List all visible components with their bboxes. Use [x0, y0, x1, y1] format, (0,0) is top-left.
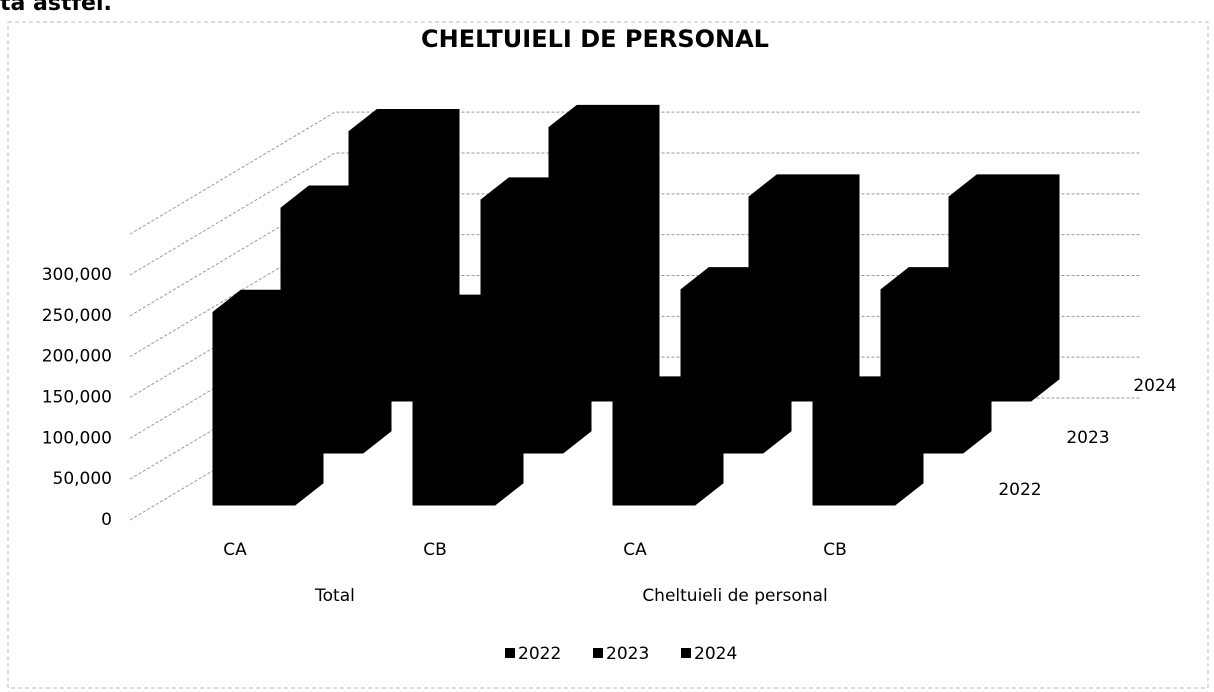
x-tick-label: CB: [423, 540, 447, 560]
legend-label: 2023: [606, 644, 649, 664]
legend-swatch: [681, 648, 691, 658]
y-tick-label: 150,000: [42, 388, 112, 408]
header-text: ta astfel.: [0, 0, 112, 16]
legend-label: 2024: [694, 644, 737, 664]
y-tick-label: 100,000: [42, 428, 112, 448]
grid-line: [129, 152, 1140, 276]
depth-axis-label: 2023: [1066, 428, 1109, 448]
group-label: Total: [314, 586, 355, 606]
wall-edge: [129, 111, 1140, 235]
bar: [212, 289, 324, 506]
legend-swatch: [593, 648, 603, 658]
y-tick-label: 200,000: [42, 347, 112, 367]
x-tick-label: CB: [823, 540, 847, 560]
bar: [612, 376, 724, 506]
grid-line: [129, 234, 1140, 358]
x-tick-label: CA: [223, 540, 247, 560]
chart-frame: [7, 21, 1209, 689]
x-tick-label: CA: [623, 540, 647, 560]
grid-line: [129, 315, 1140, 439]
legend-swatch: [505, 648, 515, 658]
chart-title: CHELTUIELI DE PERSONAL: [421, 25, 769, 53]
grid-line: [129, 356, 1140, 480]
y-tick-label: 50,000: [53, 469, 112, 489]
y-tick-label: 0: [101, 510, 112, 530]
depth-axis-label: 2022: [998, 480, 1041, 500]
y-tick-label: 250,000: [42, 306, 112, 326]
y-tick-label: 300,000: [42, 265, 112, 285]
group-label: Cheltuieli de personal: [642, 586, 827, 606]
legend-label: 2022: [518, 644, 561, 664]
bar: [812, 376, 924, 506]
depth-axis-label: 2024: [1133, 376, 1176, 396]
grid-line: [129, 275, 1140, 398]
grid-line: [129, 193, 1140, 317]
bar: [412, 294, 524, 506]
